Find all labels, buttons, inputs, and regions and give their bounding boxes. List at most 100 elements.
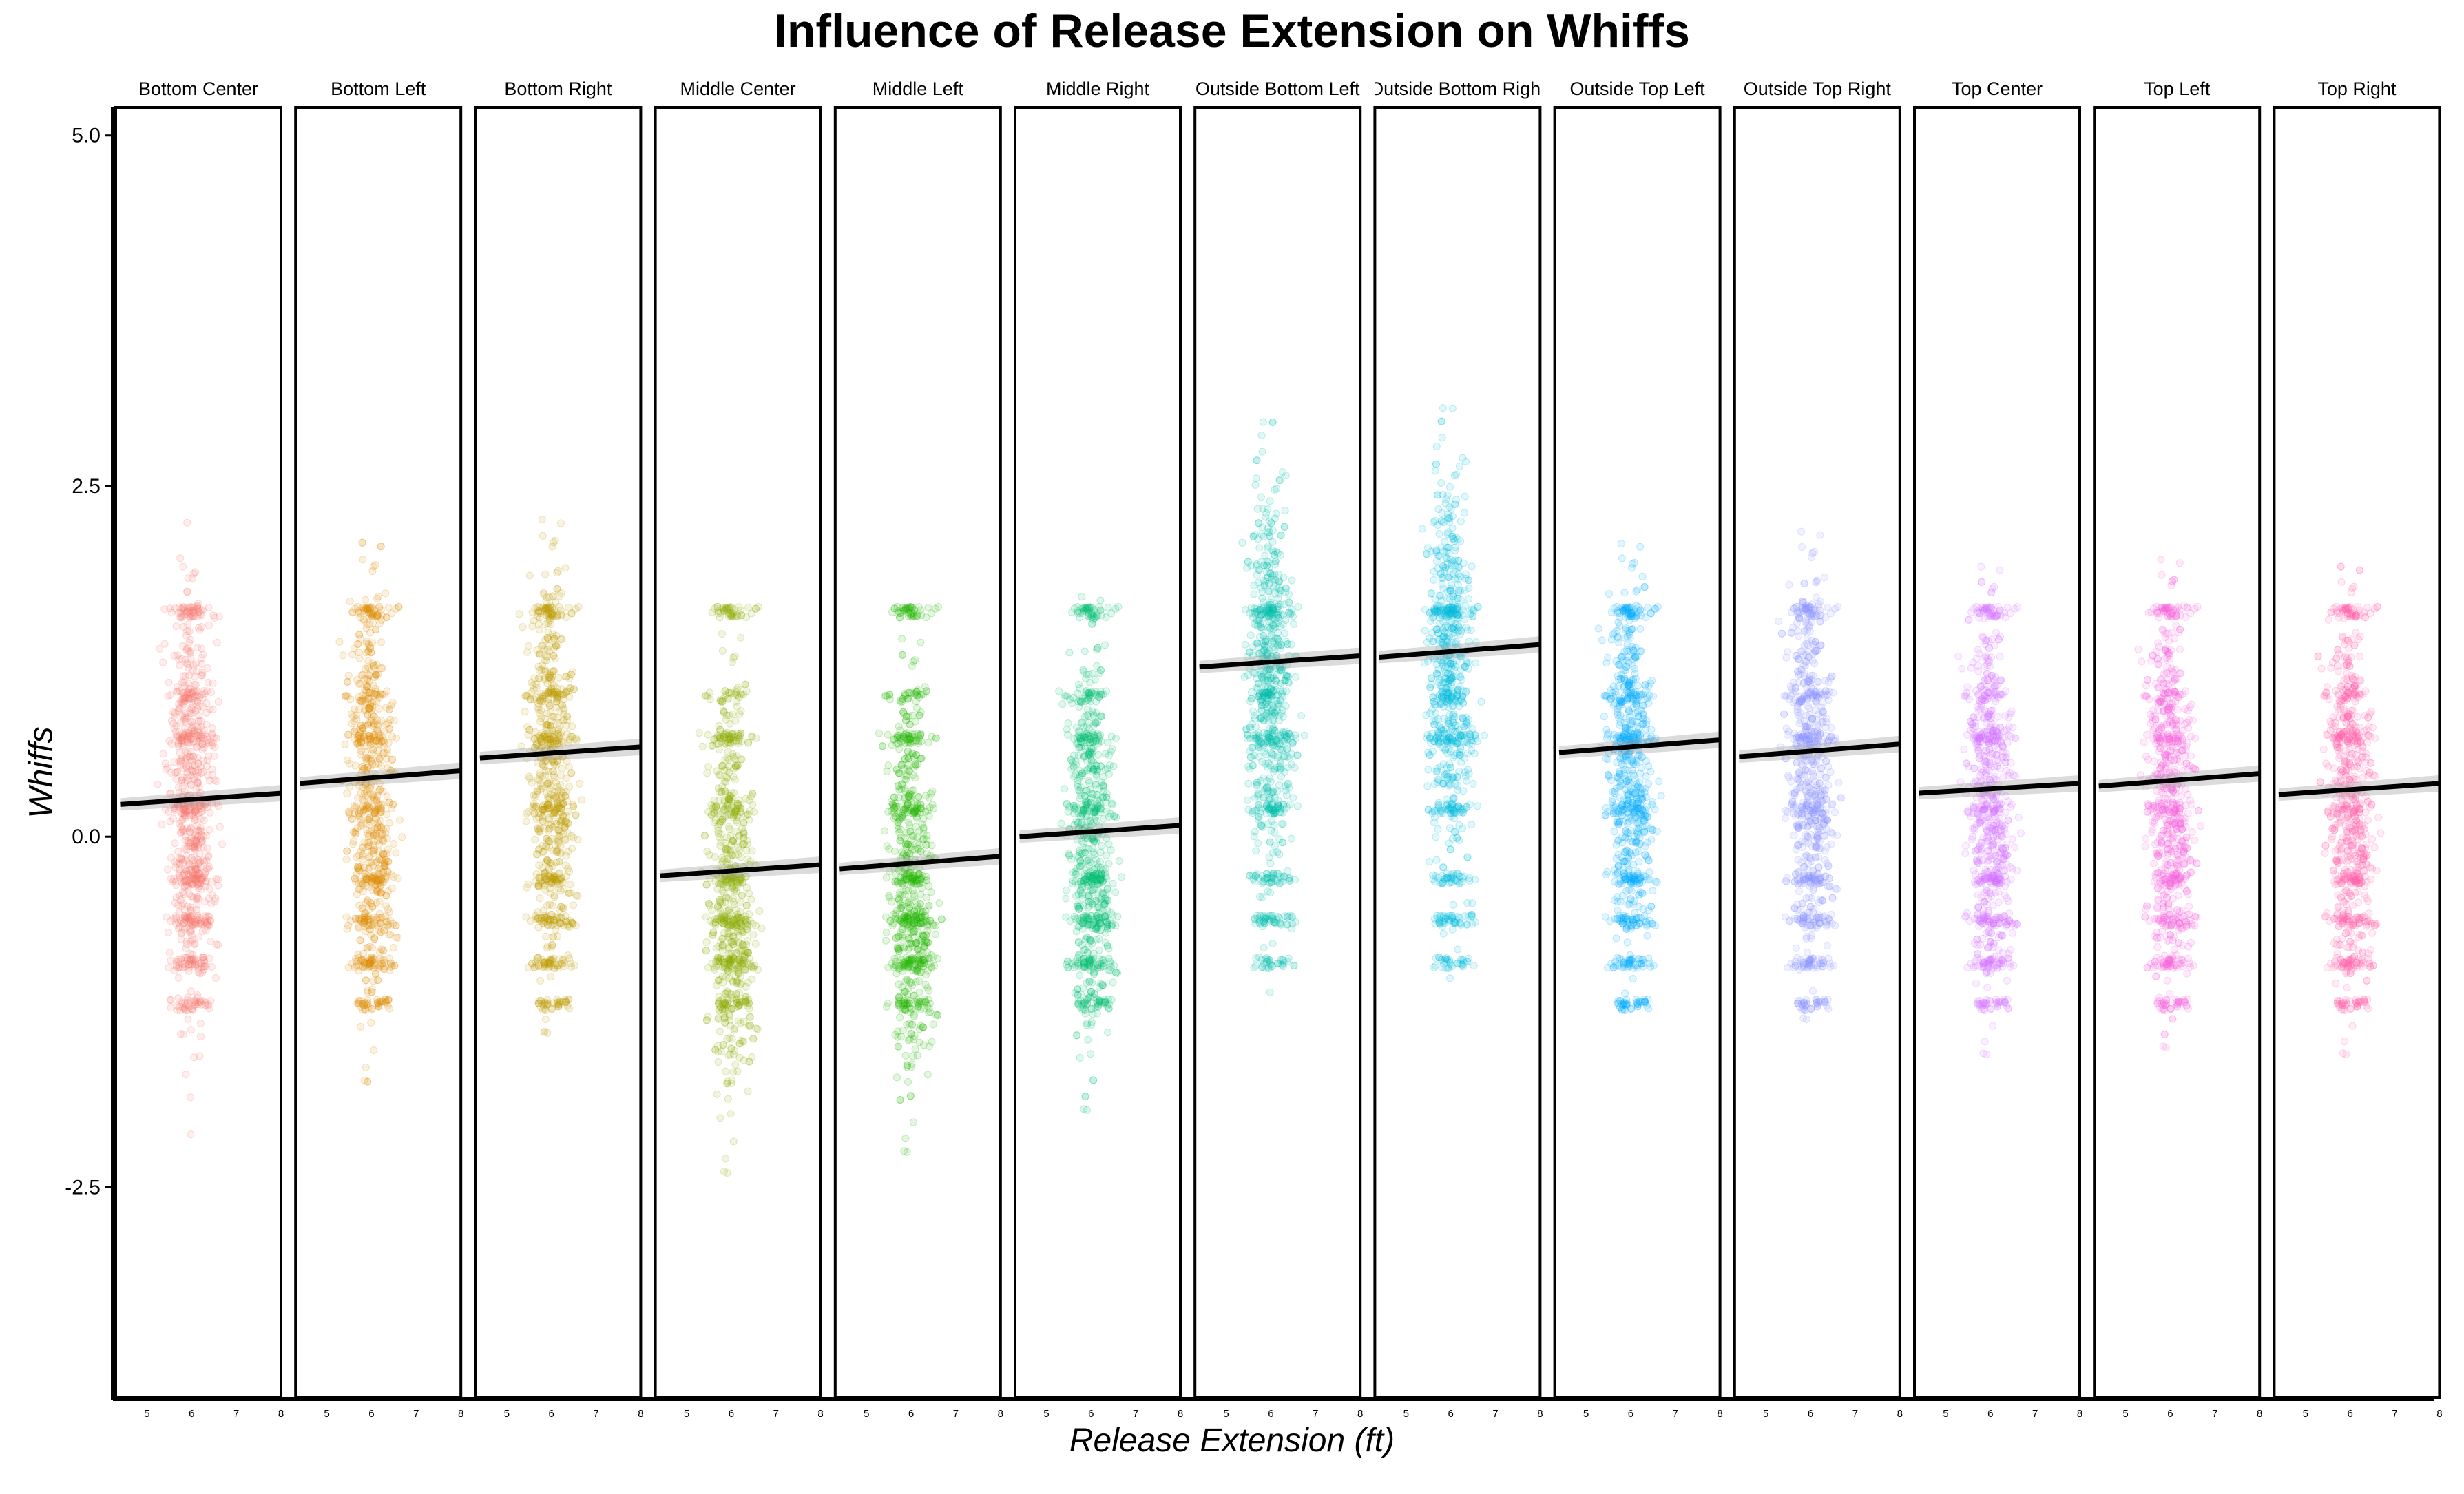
data-point: [209, 679, 217, 687]
data-point: [198, 828, 206, 835]
data-point: [188, 879, 196, 887]
data-point: [180, 845, 189, 853]
data-point: [742, 982, 750, 991]
data-point: [543, 779, 552, 788]
data-point: [556, 519, 565, 527]
data-point: [545, 825, 554, 833]
data-point: [362, 1063, 370, 1071]
data-point: [363, 944, 371, 952]
data-point: [719, 802, 727, 810]
data-point: [186, 997, 194, 1005]
data-point: [194, 856, 202, 864]
data-point: [205, 826, 213, 834]
data-point: [733, 998, 741, 1007]
data-point: [911, 1045, 919, 1053]
data-point: [360, 916, 368, 924]
data-point: [198, 669, 207, 677]
data-point: [366, 925, 374, 934]
data-point: [189, 894, 198, 902]
data-point: [729, 940, 738, 949]
data-point: [173, 722, 181, 730]
data-point: [890, 604, 899, 613]
panel-border: [114, 106, 282, 1399]
data-point: [714, 976, 722, 985]
data-point: [194, 960, 202, 968]
data-point: [714, 1014, 722, 1022]
data-point: [165, 808, 173, 816]
data-point: [714, 902, 722, 910]
data-point: [204, 1002, 212, 1010]
data-point: [196, 998, 205, 1007]
data-point: [924, 739, 932, 747]
data-point: [187, 1026, 195, 1034]
data-point: [196, 880, 204, 888]
data-point: [540, 1028, 548, 1036]
data-point: [375, 755, 384, 763]
data-point: [176, 661, 184, 669]
data-point: [561, 564, 570, 572]
data-point: [538, 516, 546, 524]
data-point: [173, 768, 181, 777]
data-point: [167, 996, 175, 1004]
data-point: [712, 802, 720, 810]
data-point: [713, 602, 722, 611]
data-point: [724, 967, 732, 975]
data-point: [205, 621, 213, 629]
data-point: [893, 733, 901, 741]
data-point: [523, 648, 532, 656]
data-point: [896, 837, 904, 845]
x-tick-label: 8: [458, 1408, 463, 1420]
data-point: [191, 767, 200, 775]
data-point: [200, 689, 209, 697]
data-point: [184, 843, 192, 851]
data-point: [174, 651, 182, 660]
data-point: [554, 1000, 563, 1009]
data-point: [174, 956, 182, 964]
data-point: [189, 688, 197, 696]
data-point: [373, 796, 381, 804]
data-point: [751, 604, 760, 613]
data-point: [562, 673, 570, 681]
data-point: [181, 812, 189, 820]
data-point: [172, 958, 180, 966]
data-point: [702, 913, 710, 921]
data-point: [740, 819, 748, 827]
data-point: [892, 1073, 901, 1082]
data-point: [564, 951, 572, 960]
data-point: [335, 638, 344, 646]
chart-title: Influence of Release Extension on Whiffs: [774, 5, 1690, 57]
data-point: [738, 755, 746, 764]
data-point: [180, 700, 188, 708]
data-point: [362, 596, 369, 604]
data-point: [182, 924, 191, 932]
data-point: [883, 1002, 891, 1011]
data-point: [718, 630, 726, 638]
data-point: [883, 767, 891, 775]
data-point: [718, 887, 727, 895]
data-point: [215, 612, 223, 620]
data-point: [727, 1110, 735, 1118]
data-point: [535, 674, 543, 682]
data-point: [1107, 846, 1115, 854]
data-point: [372, 881, 379, 889]
data-point: [731, 717, 740, 725]
data-point: [165, 949, 174, 957]
data-point: [385, 819, 393, 827]
data-point: [354, 863, 362, 870]
data-point: [351, 874, 359, 883]
data-point: [189, 918, 197, 926]
data-point: [348, 608, 357, 616]
data-point: [729, 1068, 738, 1076]
data-point: [919, 825, 928, 833]
data-point: [163, 913, 171, 921]
data-point: [353, 739, 362, 748]
data-point: [541, 1016, 550, 1024]
data-point: [542, 842, 550, 850]
data-point: [185, 827, 194, 835]
data-point: [718, 941, 727, 949]
data-point: [719, 919, 727, 927]
data-point: [536, 997, 545, 1004]
data-point: [178, 917, 186, 925]
data-point: [196, 826, 205, 834]
data-point: [1063, 886, 1070, 894]
